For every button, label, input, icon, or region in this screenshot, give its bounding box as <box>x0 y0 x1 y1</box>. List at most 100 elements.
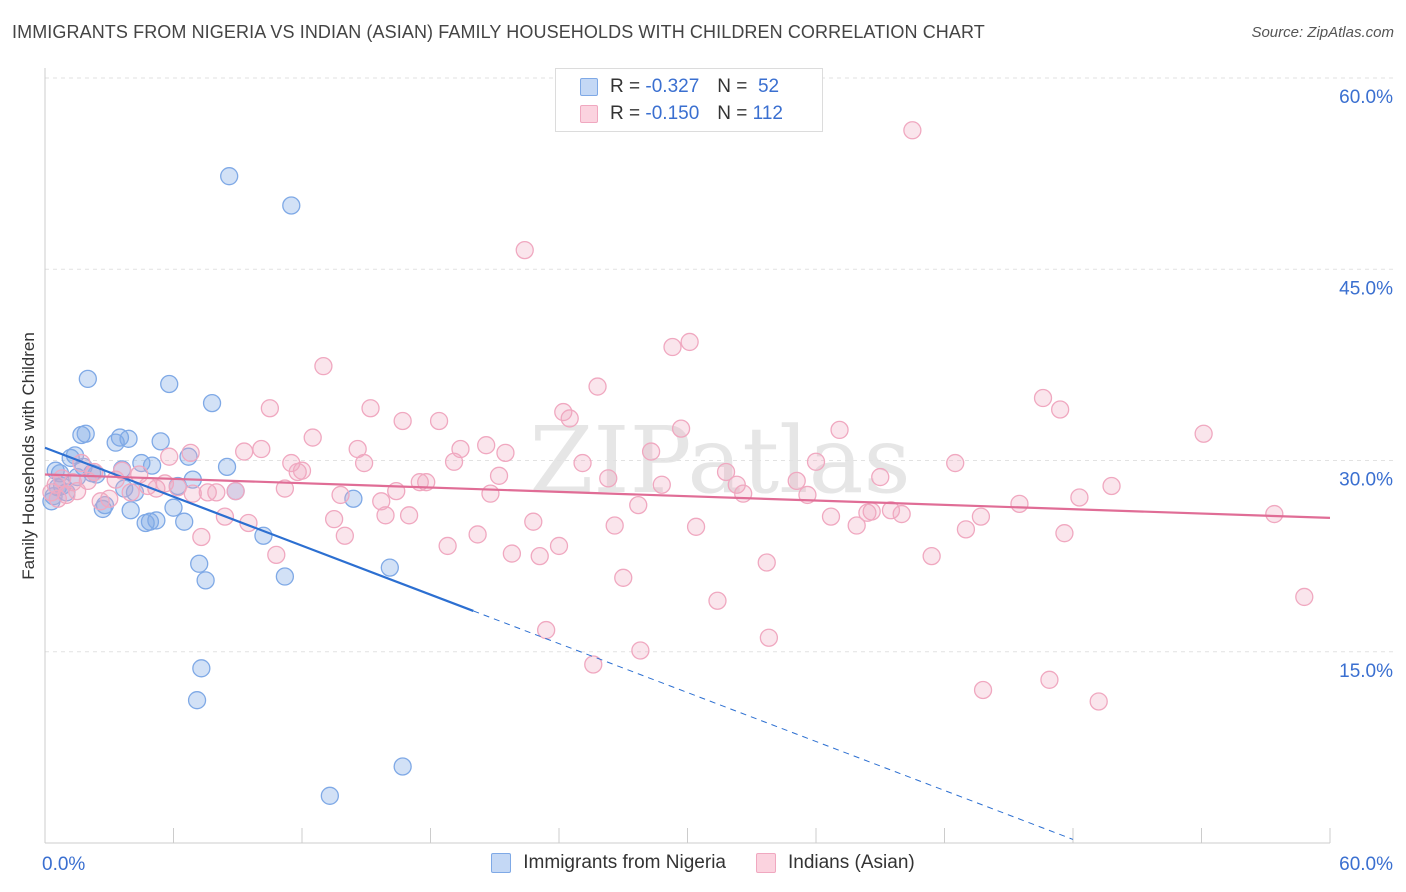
point-indian <box>1040 670 1059 689</box>
point-nigeria <box>380 558 399 577</box>
point-indian <box>252 439 271 459</box>
point-indian <box>372 492 391 511</box>
legend-swatch-indian <box>580 105 598 123</box>
point-nigeria <box>76 424 95 443</box>
trend-line-indian <box>44 473 1331 519</box>
point-nigeria <box>142 456 162 475</box>
point-indian <box>686 517 706 536</box>
point-indian <box>361 399 380 418</box>
point-indian <box>451 439 470 459</box>
point-indian <box>806 452 826 471</box>
point-indian <box>303 428 322 447</box>
point-indian <box>275 479 295 498</box>
point-nigeria <box>121 501 140 520</box>
point-indian <box>48 489 67 508</box>
point-indian <box>588 377 607 396</box>
point-indian <box>663 337 682 357</box>
point-indian <box>652 475 671 494</box>
point-nigeria <box>220 167 239 186</box>
legend-swatch-nigeria <box>580 78 598 96</box>
point-indian <box>235 442 254 461</box>
point-indian <box>181 443 200 463</box>
point-indian <box>641 442 661 461</box>
point-indian <box>399 506 419 525</box>
point-indian <box>956 520 976 539</box>
point-indian <box>1265 504 1284 524</box>
y-tick-label: 45.0% <box>1339 278 1393 299</box>
point-indian <box>292 461 312 480</box>
legend-r-value: -0.327 <box>645 76 700 97</box>
point-indian <box>871 467 890 487</box>
point-indian <box>584 655 603 674</box>
legend-n-label: N = <box>717 103 748 124</box>
legend-n-label: N = <box>717 76 748 97</box>
legend-swatch-nigeria <box>491 853 512 873</box>
point-indian <box>560 409 579 428</box>
correlation-legend: R = -0.327 N = 52 R = -0.150 N = 112 <box>555 68 823 132</box>
point-nigeria <box>119 429 138 448</box>
point-indian <box>1194 424 1213 443</box>
point-indian <box>324 510 344 529</box>
point-nigeria <box>140 512 160 531</box>
legend-row-nigeria: R = -0.327 N = 52 <box>580 76 779 98</box>
point-nigeria <box>132 453 151 473</box>
point-indian <box>314 356 333 376</box>
point-indian <box>708 591 727 610</box>
legend-label-nigeria: Immigrants from Nigeria <box>523 852 726 873</box>
point-indian <box>1102 476 1121 496</box>
point-indian <box>903 121 922 140</box>
point-indian <box>376 506 395 525</box>
point-indian <box>862 502 881 521</box>
point-indian <box>1055 524 1074 543</box>
point-indian <box>759 628 779 647</box>
point-indian <box>502 544 522 563</box>
point-indian <box>757 553 776 572</box>
point-indian <box>72 453 91 473</box>
point-nigeria <box>164 498 183 517</box>
point-indian <box>496 443 515 463</box>
point-indian <box>438 536 457 556</box>
point-indian <box>599 469 618 488</box>
point-nigeria <box>202 393 222 413</box>
point-indian <box>1033 388 1053 408</box>
point-nigeria <box>192 659 211 678</box>
point-indian <box>629 495 648 515</box>
point-indian <box>734 484 753 503</box>
point-indian <box>331 485 350 505</box>
legend-r-label: R = <box>610 103 641 124</box>
chart-title: IMMIGRANTS FROM NIGERIA VS INDIAN (ASIAN… <box>12 22 985 42</box>
point-indian <box>121 483 140 502</box>
y-tick-label: 30.0% <box>1339 470 1393 491</box>
point-nigeria <box>190 554 209 573</box>
point-nigeria <box>151 432 170 451</box>
point-nigeria <box>78 369 97 389</box>
point-indian <box>100 489 119 508</box>
point-indian <box>63 473 82 492</box>
legend-label-indian: Indians (Asian) <box>787 852 915 873</box>
point-indian <box>226 481 245 501</box>
legend-item-indian: Indians (Asian) <box>755 852 915 874</box>
point-nigeria <box>393 757 412 776</box>
point-indian <box>946 453 965 473</box>
tick-labels: 15.0% 30.0% 45.0% 60.0% 0.0% 60.0% <box>42 87 1393 875</box>
point-indian <box>393 411 412 431</box>
point-nigeria <box>160 374 179 394</box>
legend-swatch-indian <box>755 853 776 873</box>
point-indian <box>183 484 202 503</box>
point-indian <box>922 546 941 566</box>
trend-line-nigeria-extrapolated <box>473 610 1074 840</box>
point-nigeria <box>196 571 215 590</box>
point-indian <box>727 475 746 494</box>
point-indian <box>192 527 211 547</box>
legend-n-value: 112 <box>752 103 783 124</box>
point-indian <box>335 526 354 545</box>
point-nigeria <box>147 511 166 530</box>
point-nigeria <box>282 196 301 215</box>
point-indian <box>515 240 534 260</box>
point-indian <box>614 568 633 587</box>
point-indian <box>260 399 280 418</box>
point-nigeria <box>217 457 237 477</box>
y-tick-label: 15.0% <box>1339 661 1393 682</box>
series-legend: Immigrants from Nigeria Indians (Asian) <box>0 852 1406 874</box>
